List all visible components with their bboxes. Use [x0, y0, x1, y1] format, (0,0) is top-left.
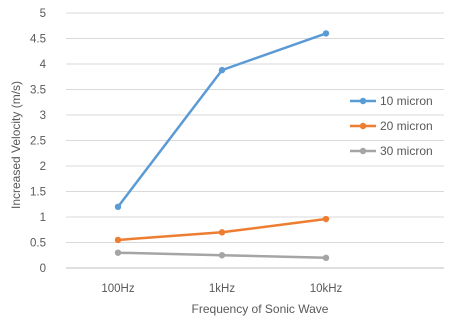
- y-tick-label: 0: [40, 263, 46, 275]
- x-tick-label: 1kHz: [209, 283, 235, 295]
- y-tick-label: 3: [40, 110, 46, 122]
- y-axis-ticks: 0 0.5 1 1.5 2 2.5 3 3.5 4 4.5 5: [30, 8, 47, 275]
- y-tick-label: 2.5: [30, 136, 46, 148]
- legend-swatch-marker: [359, 122, 367, 130]
- gridlines: [66, 12, 444, 269]
- legend-swatch-marker: [359, 97, 367, 105]
- y-tick-label: 1.5: [30, 187, 46, 199]
- y-tick-label: 0.5: [30, 238, 46, 250]
- data-point: [322, 215, 330, 223]
- legend-swatch-marker: [359, 147, 367, 155]
- y-tick-label: 5: [40, 8, 46, 20]
- x-tick-label: 100Hz: [101, 283, 134, 295]
- y-tick-label: 3.5: [30, 85, 46, 97]
- data-point: [218, 66, 226, 74]
- data-point: [218, 229, 226, 236]
- series-line: [116, 32, 328, 209]
- y-axis-title: Increased Velocity (m/s): [9, 81, 23, 209]
- x-tick-label: 10kHz: [310, 283, 343, 295]
- data-point: [114, 236, 122, 244]
- data-point: [114, 249, 122, 256]
- legend-label: 10 micron: [380, 94, 433, 108]
- legend: 10 micron 20 micron 30 micron: [350, 94, 433, 158]
- data-point: [322, 30, 330, 37]
- y-tick-label: 1: [40, 212, 46, 224]
- y-tick-label: 4: [40, 59, 47, 71]
- y-tick-label: 4.5: [30, 34, 46, 46]
- data-point: [114, 203, 122, 210]
- series-group: [114, 30, 330, 261]
- data-point: [322, 254, 330, 261]
- x-axis-ticks: 100Hz 1kHz 10kHz: [101, 283, 342, 295]
- legend-label: 30 micron: [380, 144, 433, 158]
- legend-label: 20 micron: [380, 119, 433, 133]
- data-point: [218, 252, 226, 259]
- y-tick-label: 2: [40, 161, 46, 173]
- x-axis-title: Frequency of Sonic Wave: [192, 302, 329, 316]
